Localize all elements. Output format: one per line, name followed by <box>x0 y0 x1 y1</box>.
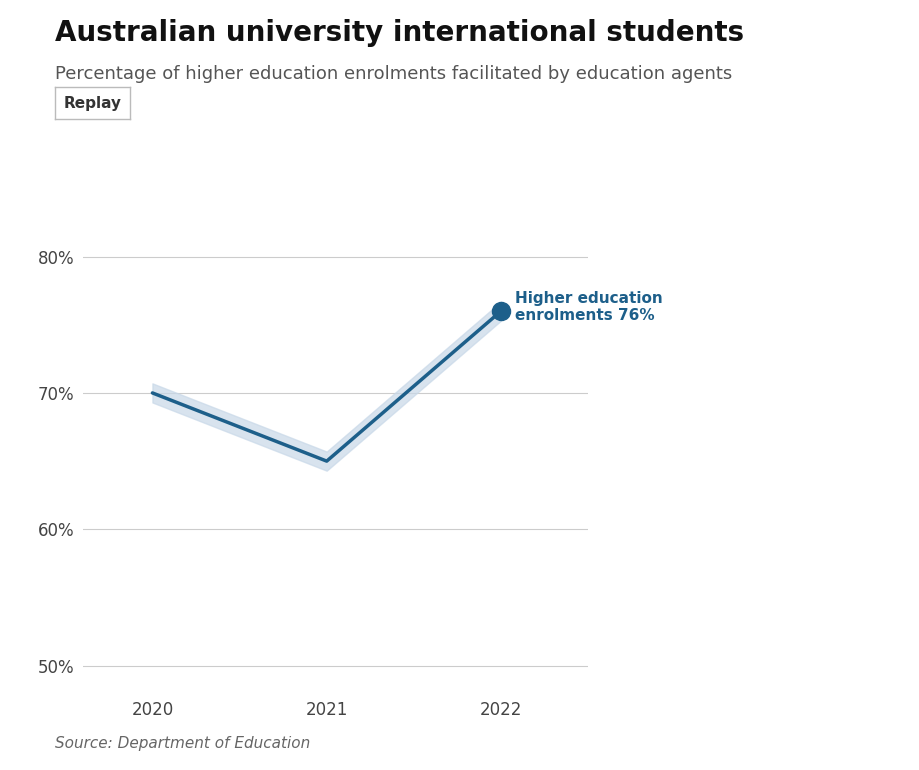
Text: Australian university international students: Australian university international stud… <box>55 19 744 47</box>
Text: Replay: Replay <box>63 95 122 111</box>
Text: Higher education
enrolments 76%: Higher education enrolments 76% <box>515 291 663 323</box>
Text: Source: Department of Education: Source: Department of Education <box>55 736 311 751</box>
Text: Percentage of higher education enrolments facilitated by education agents: Percentage of higher education enrolment… <box>55 65 732 83</box>
